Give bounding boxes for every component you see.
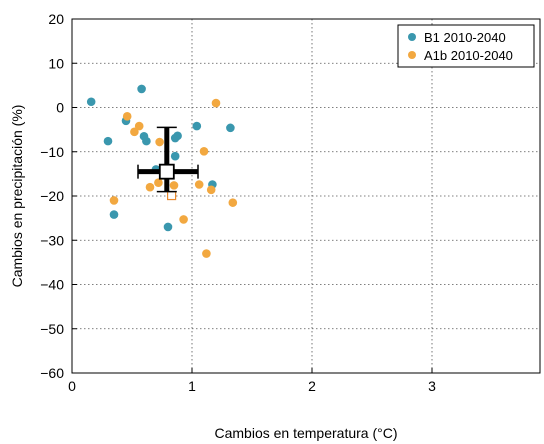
y-tick-label: 0	[56, 100, 64, 116]
legend-marker-a1b	[408, 51, 416, 59]
data-points	[86, 84, 238, 258]
ensemble-mean-square	[158, 163, 175, 180]
point-b1	[139, 131, 149, 141]
secondary-mean-square	[167, 190, 177, 201]
y-tick-label: −20	[40, 188, 64, 204]
y-tick-label: −40	[40, 277, 64, 293]
x-tick-label: 2	[308, 378, 316, 394]
x-tick-label: 1	[188, 378, 196, 394]
x-axis-label: Cambios en temperatura (°C)	[215, 425, 398, 441]
legend-box	[397, 24, 535, 68]
point-a1b	[179, 215, 188, 224]
legend-label-b1: B1 2010-2040	[424, 30, 506, 45]
point-a1b	[206, 185, 216, 195]
legend: B1 2010-2040 A1b 2010-2040	[397, 24, 535, 68]
legend-label-a1b: A1b 2010-2040	[424, 48, 513, 63]
legend-marker-b1	[408, 33, 416, 41]
y-tick-label: −10	[40, 144, 64, 160]
point-a1b	[122, 112, 132, 121]
point-b1	[192, 121, 202, 131]
point-b1	[103, 136, 113, 146]
y-tick-label: 10	[48, 55, 64, 71]
ensemble-mean-marker	[137, 126, 199, 193]
point-a1b	[211, 98, 221, 108]
point-b1	[109, 210, 119, 219]
y-tick-label: −60	[40, 365, 64, 381]
point-a1b	[228, 198, 238, 207]
x-tick-label: 0	[68, 378, 76, 394]
point-a1b	[202, 249, 211, 258]
point-b1	[137, 84, 146, 94]
point-a1b	[134, 121, 144, 131]
point-a1b	[109, 196, 119, 205]
point-a1b	[194, 180, 204, 189]
point-b1	[163, 222, 173, 232]
y-tick-label: −30	[40, 232, 64, 248]
point-b1	[173, 131, 182, 141]
point-a1b	[155, 137, 164, 147]
y-axis-label: Cambios en precipitación (%)	[9, 105, 25, 288]
point-a1b	[199, 147, 209, 156]
point-b1	[170, 151, 180, 161]
point-a1b	[169, 181, 179, 190]
point-b1	[86, 97, 96, 107]
point-a1b	[130, 127, 139, 137]
point-a1b	[145, 182, 155, 192]
x-tick-label: 3	[428, 378, 436, 394]
point-b1	[226, 123, 235, 133]
y-tick-label: −50	[40, 321, 64, 337]
point-a1b	[154, 178, 163, 188]
axis-ticks: 0 1 2 3 20 10 0 −10 −20 −30 −40 −50 −60	[40, 11, 436, 394]
grid-lines	[72, 19, 540, 373]
y-tick-label: 20	[48, 11, 64, 27]
